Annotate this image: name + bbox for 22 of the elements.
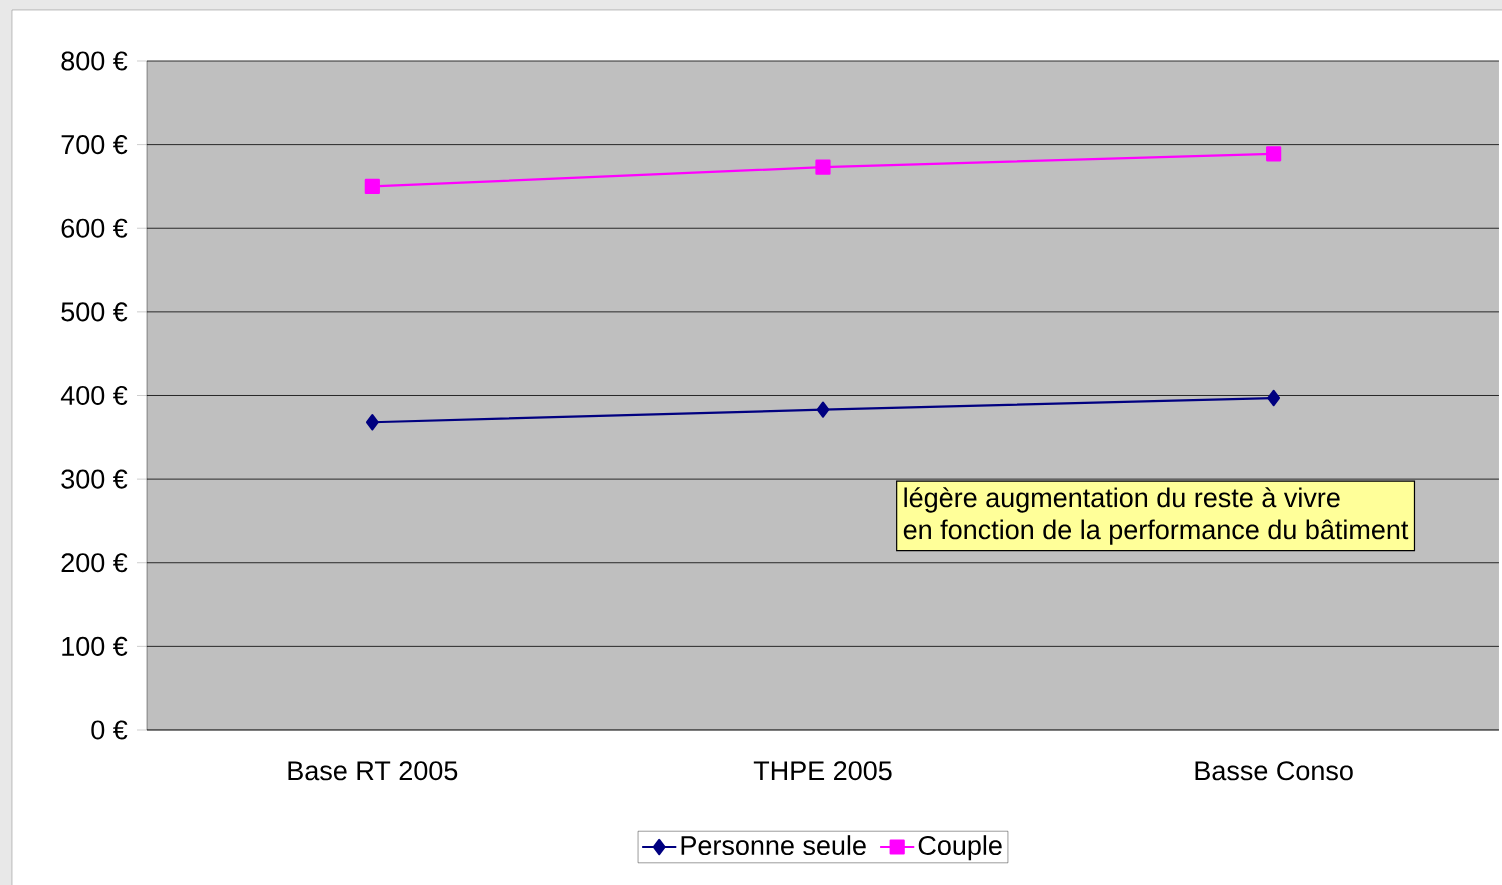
legend-label: Personne seule (681, 835, 866, 856)
point (816, 401, 830, 418)
annotation: légère augmentation du reste à vivre (904, 487, 1340, 513)
y-tick-label: 700 € (61, 135, 128, 155)
x-tick-label: Base RT 2005 (288, 761, 458, 781)
point (365, 414, 379, 431)
y-tick-label: 600 € (61, 218, 128, 238)
y-tick-label: 100 € (62, 636, 128, 656)
legend-label: Couple (918, 835, 1002, 861)
y-tick-label: 800 € (61, 51, 128, 71)
y-tick-label: 200 € (61, 553, 128, 573)
y-tick-label: 300 € (61, 469, 128, 489)
y-tick-label: 0 € (91, 720, 128, 740)
annotation: en fonction de la performance du bâtiment (903, 519, 1409, 545)
y-tick-label: 400 € (60, 385, 128, 406)
point (1266, 146, 1282, 162)
x-tick-label: THPE 2005 (753, 761, 892, 781)
x-tick-label: Basse Conso (1195, 761, 1353, 781)
point (1267, 389, 1280, 407)
point (364, 178, 380, 195)
point (815, 159, 831, 175)
y-tick-label: 500 € (61, 302, 128, 322)
